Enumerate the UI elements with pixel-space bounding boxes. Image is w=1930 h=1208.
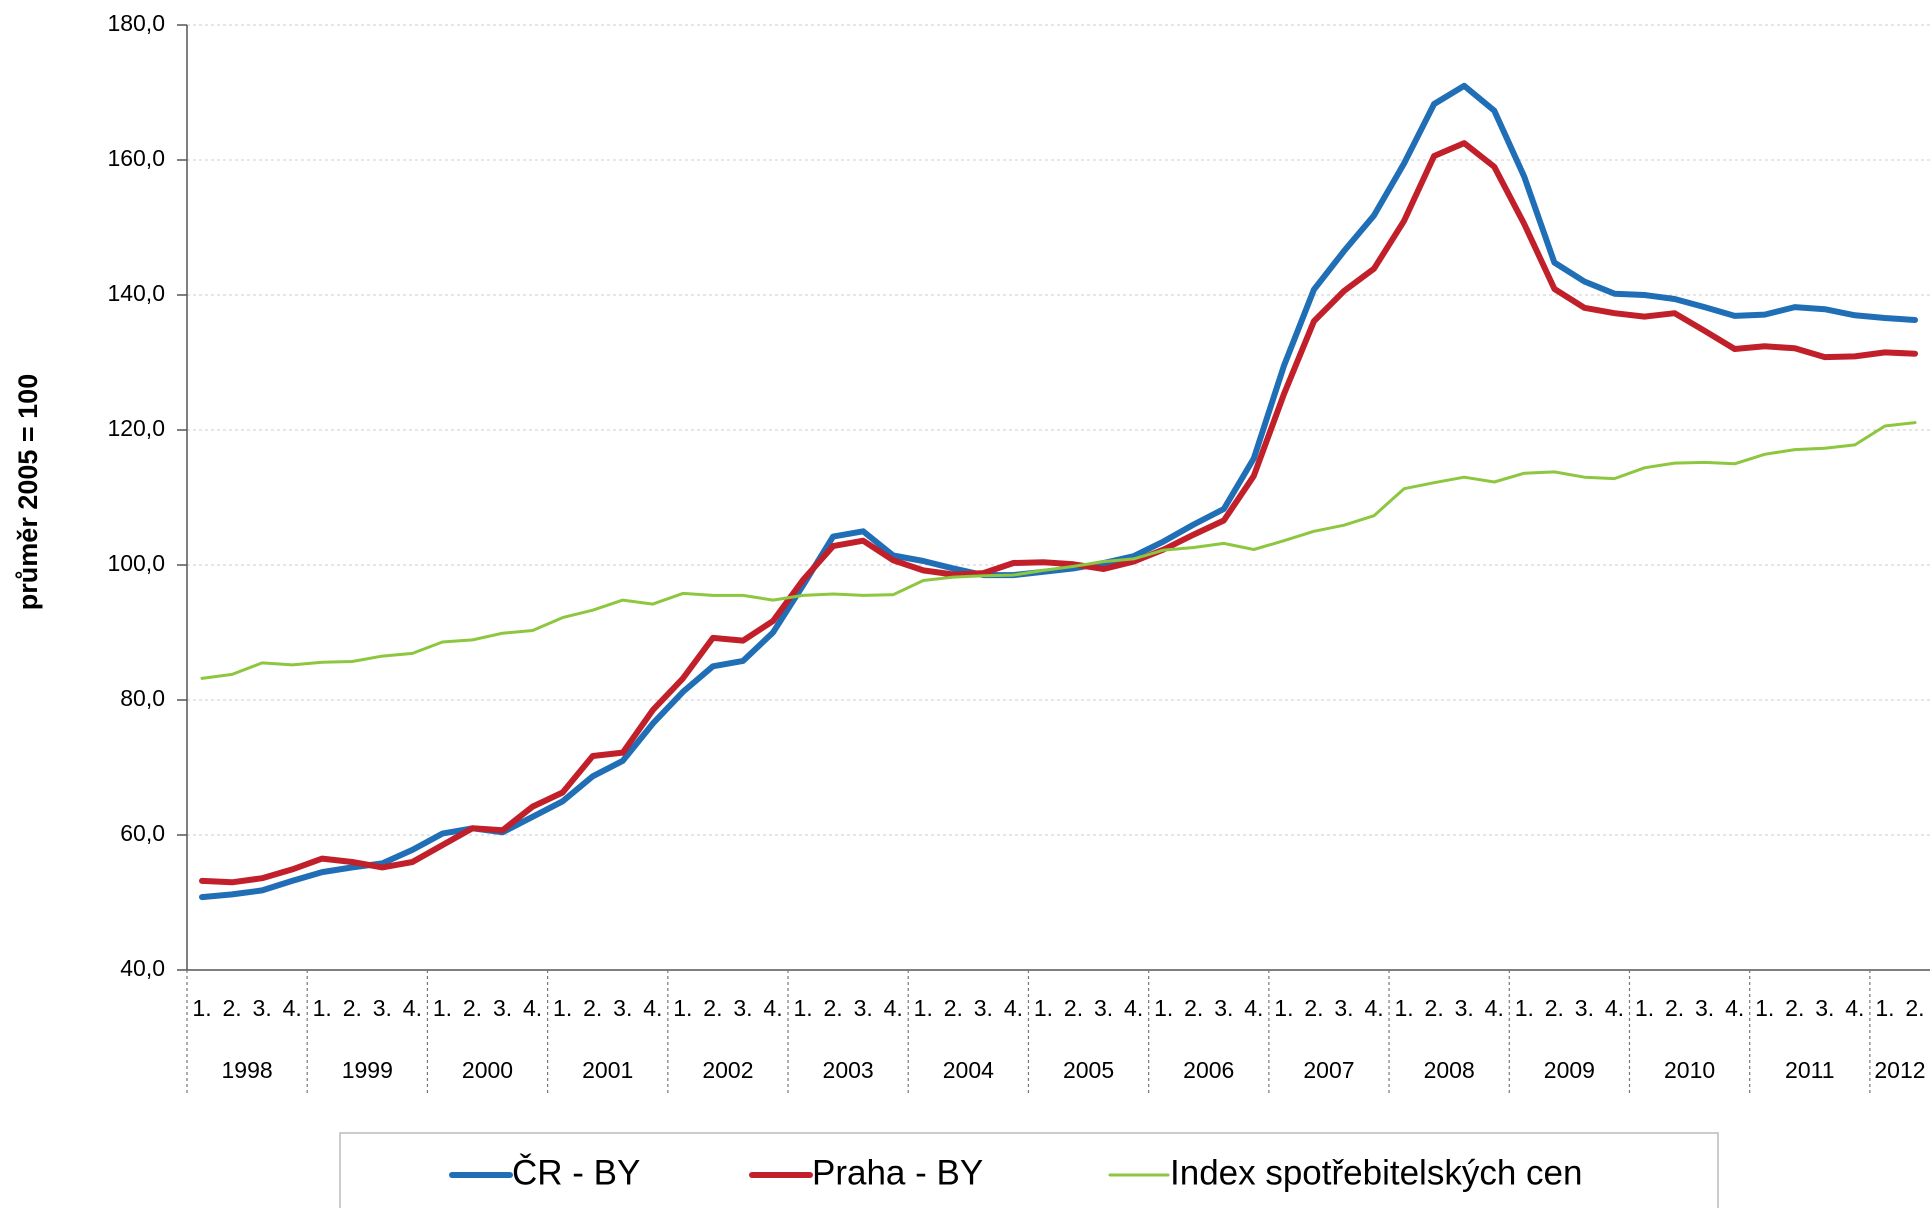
y-tick-label: 60,0: [120, 820, 165, 846]
x-tick-label: 3.: [1214, 995, 1233, 1021]
x-tick-label: 2.: [583, 995, 602, 1021]
x-tick-label: 1.: [1515, 995, 1534, 1021]
x-tick-label: 2.: [343, 995, 362, 1021]
x-tick-label: 4.: [1244, 995, 1263, 1021]
year-label: 2005: [1063, 1057, 1114, 1083]
x-tick-label: 3.: [1575, 995, 1594, 1021]
x-tick-label: 1.: [192, 995, 211, 1021]
legend-box: [339, 1132, 1719, 1208]
x-tick-label: 1.: [1034, 995, 1053, 1021]
x-tick-label: 3.: [854, 995, 873, 1021]
x-tick-label: 4.: [763, 995, 782, 1021]
x-tick-label: 2.: [463, 995, 482, 1021]
x-tick-label: 3.: [613, 995, 632, 1021]
x-tick-label: 3.: [1094, 995, 1113, 1021]
year-label: 2010: [1664, 1057, 1715, 1083]
series-line: [199, 140, 1918, 886]
series-line: [200, 421, 1917, 680]
x-tick-label: 2.: [222, 995, 241, 1021]
x-tick-label: 4.: [884, 995, 903, 1021]
x-tick-label: 1.: [1875, 995, 1894, 1021]
x-tick-label: 2.: [1785, 995, 1804, 1021]
year-label: 2001: [582, 1057, 633, 1083]
legend-label: Praha - BY: [812, 1153, 983, 1192]
x-tick-label: 3.: [373, 995, 392, 1021]
x-tick-label: 2.: [1304, 995, 1323, 1021]
x-tick-label: 2.: [1665, 995, 1684, 1021]
x-tick-label: 4.: [403, 995, 422, 1021]
y-tick-label: 120,0: [107, 415, 165, 441]
x-tick-label: 1.: [1755, 995, 1774, 1021]
x-tick-label: 1.: [433, 995, 452, 1021]
x-tick-label: 1.: [914, 995, 933, 1021]
x-tick-label: 4.: [523, 995, 542, 1021]
x-tick-label: 1.: [313, 995, 332, 1021]
x-tick-label: 1.: [673, 995, 692, 1021]
x-tick-label: 3.: [1455, 995, 1474, 1021]
x-tick-label: 2.: [1064, 995, 1083, 1021]
y-tick-label: 160,0: [107, 145, 165, 171]
x-tick-label: 1.: [793, 995, 812, 1021]
y-tick-label: 100,0: [107, 550, 165, 576]
x-tick-label: 2.: [824, 995, 843, 1021]
year-label: 2003: [823, 1057, 874, 1083]
year-label: 2008: [1424, 1057, 1475, 1083]
legend-label: Index spotřebitelských cen: [1170, 1153, 1582, 1192]
year-label: 2007: [1303, 1057, 1354, 1083]
x-tick-label: 2.: [703, 995, 722, 1021]
x-tick-label: 2.: [1905, 995, 1924, 1021]
x-tick-label: 4.: [1725, 995, 1744, 1021]
y-tick-label: 80,0: [120, 685, 165, 711]
y-tick-label: 180,0: [107, 10, 165, 36]
x-tick-label: 3.: [733, 995, 752, 1021]
x-tick-label: 3.: [253, 995, 272, 1021]
x-tick-label: 1.: [553, 995, 572, 1021]
year-label: 1999: [342, 1057, 393, 1083]
x-tick-label: 4.: [643, 995, 662, 1021]
year-label: 2004: [943, 1057, 994, 1083]
x-tick-label: 4.: [1605, 995, 1624, 1021]
y-tick-label: 40,0: [120, 955, 165, 981]
series-line: [199, 82, 1918, 901]
x-tick-label: 3.: [1334, 995, 1353, 1021]
x-tick-label: 4.: [1845, 995, 1864, 1021]
year-label: 2012: [1874, 1057, 1925, 1083]
x-tick-label: 2.: [1545, 995, 1564, 1021]
year-label: 2011: [1785, 1057, 1834, 1083]
x-tick-label: 3.: [493, 995, 512, 1021]
legend-label: ČR - BY: [512, 1153, 640, 1192]
x-tick-label: 1.: [1154, 995, 1173, 1021]
x-tick-label: 1.: [1395, 995, 1414, 1021]
year-label: 2000: [462, 1057, 513, 1083]
year-label: 2006: [1183, 1057, 1234, 1083]
x-tick-label: 4.: [283, 995, 302, 1021]
x-tick-label: 1.: [1274, 995, 1293, 1021]
x-tick-label: 3.: [974, 995, 993, 1021]
x-tick-label: 4.: [1124, 995, 1143, 1021]
x-tick-label: 1.: [1635, 995, 1654, 1021]
x-tick-label: 2.: [1425, 995, 1444, 1021]
x-tick-label: 3.: [1815, 995, 1834, 1021]
x-tick-label: 4.: [1004, 995, 1023, 1021]
y-axis-label: průměr 2005 = 100: [13, 374, 43, 610]
year-label: 2002: [702, 1057, 753, 1083]
x-tick-label: 3.: [1695, 995, 1714, 1021]
year-label: 1998: [222, 1057, 273, 1083]
year-label: 2009: [1544, 1057, 1595, 1083]
x-tick-label: 2.: [944, 995, 963, 1021]
x-tick-label: 4.: [1485, 995, 1504, 1021]
x-tick-label: 4.: [1364, 995, 1383, 1021]
y-tick-label: 140,0: [107, 280, 165, 306]
x-tick-label: 2.: [1184, 995, 1203, 1021]
